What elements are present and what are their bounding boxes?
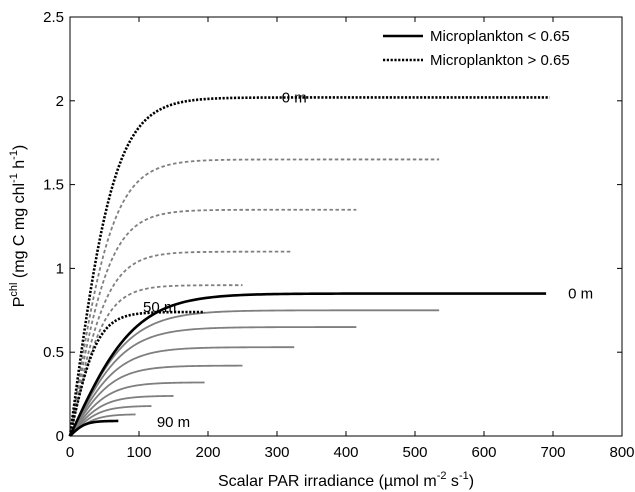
series-dotted-3 (69, 250, 291, 437)
legend-box (372, 22, 617, 74)
series-solid-11 (69, 381, 205, 437)
series-solid-10 (69, 364, 243, 437)
annotation-0-m: 0 m (568, 286, 593, 303)
series-solid-15 (69, 419, 120, 437)
y-tick-label: 0.5 (43, 344, 64, 361)
x-tick-label: 100 (126, 444, 151, 461)
plot-area (70, 17, 622, 436)
legend: Microplankton < 0.65 Microplankton > 0.6… (372, 22, 617, 74)
x-tick-label: 200 (195, 444, 220, 461)
x-axis-label: Scalar PAR irradiance (µmol m-2 s-1) (218, 470, 474, 490)
annotations-group: 0 m 0 m 50 m 90 m (143, 89, 593, 430)
ticks-group: 0 100 200 300 400 500 600 700 800 0 0.5 1 1.5 2 2.5 (43, 9, 634, 461)
annotation-50-m: 50 m (143, 299, 176, 316)
series-dotted-1 (69, 158, 440, 437)
x-tick-label: 500 (402, 444, 427, 461)
y-axis-label: Pchl (mg C mg chl-1 h-1) (8, 145, 28, 308)
series-solid-13 (69, 405, 152, 437)
y-tick-label: 2 (56, 93, 64, 110)
x-tick-label: 0 (66, 444, 74, 461)
y-tick-label: 0 (56, 428, 64, 445)
series-dotted-5 (68, 310, 205, 437)
x-axis-label-sup1: -2 (437, 470, 447, 482)
legend-label-solid: Microplankton < 0.65 (430, 28, 570, 45)
series-dotted-4 (69, 284, 243, 437)
series-dotted-2 (69, 208, 357, 437)
legend-label-dotted: Microplankton > 0.65 (430, 52, 570, 69)
x-tick-label: 600 (471, 444, 496, 461)
series-solid-12 (69, 395, 174, 437)
series-solid-8 (69, 326, 357, 437)
y-tick-label: 2.5 (43, 9, 64, 26)
annotation-0-m: 0 m (282, 89, 307, 106)
series-solid-7 (69, 309, 440, 437)
x-tick-label: 800 (609, 444, 634, 461)
series-group (68, 96, 550, 437)
x-tick-label: 400 (333, 444, 358, 461)
x-tick-label: 700 (540, 444, 565, 461)
annotation-90-m: 90 m (157, 414, 190, 431)
y-tick-label: 1 (56, 260, 64, 277)
y-tick-label: 1.5 (43, 177, 64, 194)
x-tick-label: 300 (264, 444, 289, 461)
series-solid-6 (68, 292, 547, 437)
series-dotted-0 (68, 96, 550, 437)
series-solid-9 (69, 346, 295, 437)
x-axis-label-sup2: -1 (459, 470, 469, 482)
